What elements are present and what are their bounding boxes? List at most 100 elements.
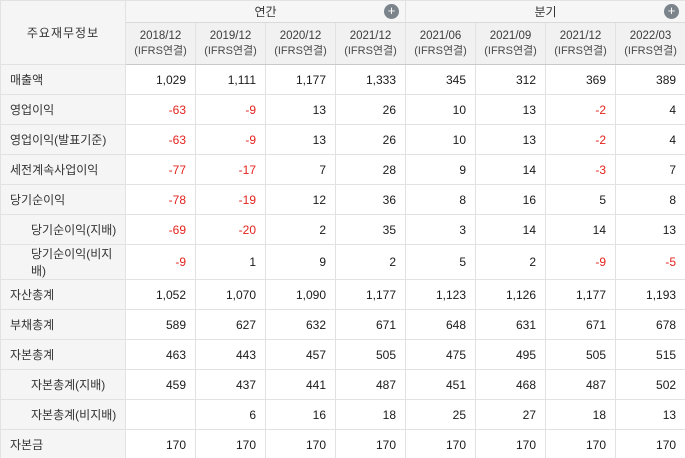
value-cell: 28 [334, 154, 407, 185]
quarterly-group-label: 분기 [534, 5, 557, 19]
value-cell: 7 [615, 154, 685, 185]
value-cell: 13 [475, 124, 547, 155]
value-cell: 13 [265, 94, 336, 125]
value-cell: 4 [615, 94, 685, 125]
table-row: 영업이익 -63 -9 13 26 10 13 -2 4 [0, 94, 685, 125]
table-row: 매출액 1,029 1,111 1,177 1,333 345 312 369 389 [0, 64, 685, 95]
value-cell: 443 [195, 339, 266, 370]
value-cell: 13 [615, 214, 685, 245]
column-date: 2022/03 [629, 30, 672, 42]
annual-group-label: 연간 [254, 5, 277, 19]
row-label: 자산총계 [0, 279, 126, 310]
value-cell: -69 [125, 214, 196, 245]
value-cell: 1,193 [615, 279, 685, 310]
value-cell: 631 [475, 309, 547, 340]
value-cell: 1,177 [334, 279, 407, 310]
value-cell: 648 [405, 309, 477, 340]
value-cell: 1,126 [475, 279, 547, 310]
row-label: 영업이익 [0, 94, 126, 125]
value-cell: -19 [195, 184, 266, 215]
value-cell: 312 [475, 64, 547, 95]
value-cell: 505 [334, 339, 407, 370]
value-cell: 170 [545, 429, 617, 458]
column-header-2019-12: 2019/12 (IFRS연결) [195, 22, 266, 65]
value-cell: 170 [475, 429, 547, 458]
table-row: 세전계속사업이익 -77 -17 7 28 9 14 -3 7 [0, 154, 685, 185]
column-basis: (IFRS연결) [274, 45, 327, 57]
value-cell: 13 [615, 399, 685, 430]
row-label: 자본총계(비지배) [0, 399, 126, 430]
value-cell: -5 [615, 244, 685, 280]
group-header-row: 주요재무정보 연간 + 분기 + [0, 0, 685, 65]
value-cell: 16 [265, 399, 336, 430]
value-cell: 36 [334, 184, 407, 215]
value-cell: 441 [265, 369, 336, 400]
value-cell: 18 [545, 399, 617, 430]
table-row: 영업이익(발표기준) -63 -9 13 26 10 13 -2 4 [0, 124, 685, 155]
table-row: 자본총계(지배) 459 437 441 487 451 468 487 502 [0, 369, 685, 400]
value-cell: 2 [475, 244, 547, 280]
value-cell: 671 [334, 309, 407, 340]
value-cell: -78 [125, 184, 196, 215]
value-cell: 495 [475, 339, 547, 370]
value-cell: 2 [265, 214, 336, 245]
value-cell: 35 [334, 214, 407, 245]
value-cell: 8 [615, 184, 685, 215]
value-cell: 1,029 [125, 64, 196, 95]
value-cell: 475 [405, 339, 477, 370]
value-cell: 345 [405, 64, 477, 95]
column-header-2021-06: 2021/06 (IFRS연결) [405, 22, 477, 65]
value-cell: 12 [265, 184, 336, 215]
value-cell: -20 [195, 214, 266, 245]
table-row: 자본금 170 170 170 170 170 170 170 170 [0, 429, 685, 458]
value-cell: 1 [195, 244, 266, 280]
value-cell: -17 [195, 154, 266, 185]
column-date: 2018/12 [139, 30, 182, 42]
column-date: 2019/12 [209, 30, 252, 42]
value-cell: 6 [195, 399, 266, 430]
value-cell: 1,177 [265, 64, 336, 95]
column-basis: (IFRS연결) [414, 45, 467, 57]
value-cell: -9 [195, 94, 266, 125]
row-label: 영업이익(발표기준) [0, 124, 126, 155]
value-cell: 1,052 [125, 279, 196, 310]
table-row: 당기순이익(비지배) -9 1 9 2 5 2 -9 -5 [0, 244, 685, 280]
value-cell: 589 [125, 309, 196, 340]
value-cell: 1,177 [545, 279, 617, 310]
value-cell: 632 [265, 309, 336, 340]
value-cell: 170 [195, 429, 266, 458]
column-date: 2021/06 [419, 30, 462, 42]
value-cell: 487 [545, 369, 617, 400]
value-cell: 170 [125, 429, 196, 458]
value-cell: 7 [265, 154, 336, 185]
value-cell: 5 [545, 184, 617, 215]
column-header-2021-09: 2021/09 (IFRS연결) [475, 22, 547, 65]
quarterly-group-header: 분기 + [405, 0, 685, 23]
column-header-2018-12: 2018/12 (IFRS연결) [125, 22, 196, 65]
value-cell: 14 [475, 214, 547, 245]
value-cell: 18 [334, 399, 407, 430]
value-cell: 502 [615, 369, 685, 400]
value-cell: 369 [545, 64, 617, 95]
column-header-2020-12: 2020/12 (IFRS연결) [265, 22, 336, 65]
value-cell: -63 [125, 124, 196, 155]
value-cell: -9 [195, 124, 266, 155]
date-header-row: 2018/12 (IFRS연결) 2019/12 (IFRS연결) 2020/12 (IF… [1, 22, 685, 65]
value-cell: 671 [545, 309, 617, 340]
column-basis: (IFRS연결) [134, 45, 187, 57]
value-cell: 389 [615, 64, 685, 95]
quarterly-expand-plus-icon[interactable]: + [664, 4, 680, 19]
value-cell: 437 [195, 369, 266, 400]
annual-expand-plus-icon[interactable]: + [384, 4, 400, 19]
column-date: 2021/12 [559, 30, 602, 42]
value-cell: 505 [545, 339, 617, 370]
value-cell: 459 [125, 369, 196, 400]
value-cell: 16 [475, 184, 547, 215]
row-label: 자본총계 [0, 339, 126, 370]
value-cell: -9 [545, 244, 617, 280]
value-cell: 1,090 [265, 279, 336, 310]
value-cell: 170 [405, 429, 477, 458]
value-cell: 2 [334, 244, 407, 280]
